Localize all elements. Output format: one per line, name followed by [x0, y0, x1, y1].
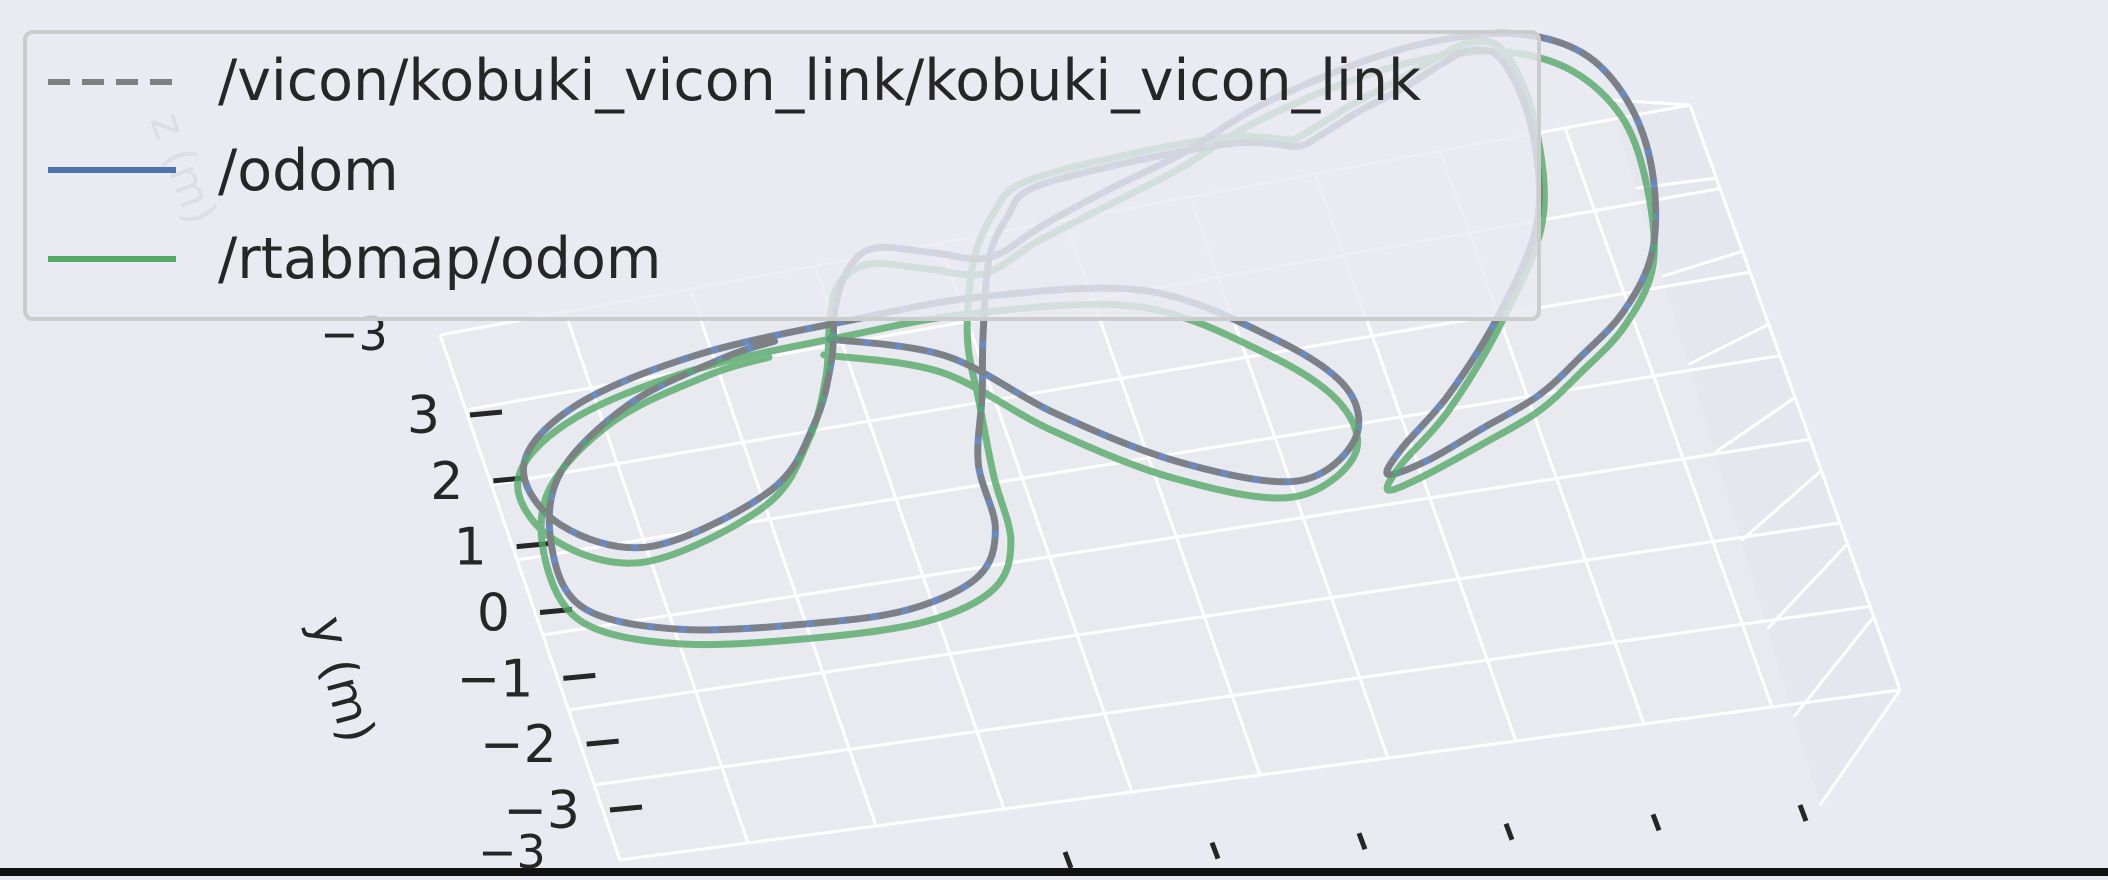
- legend-label-rtabmap: /rtabmap/odom: [218, 226, 661, 292]
- x-tick-mark: [1650, 813, 1662, 832]
- grid-line-z: [1766, 542, 1849, 630]
- grid-line-x: [438, 334, 622, 861]
- series-line-vicon: [520, 30, 1659, 633]
- window-bottom-edge: [0, 868, 2108, 876]
- y-tick-label: 1: [454, 518, 487, 578]
- grid-line-y: [542, 437, 1811, 637]
- grid-line-z: [1688, 323, 1770, 366]
- y-tick-label: −2: [480, 715, 557, 775]
- x-tick-mark: [1797, 804, 1809, 822]
- y-tick-mark: [609, 804, 643, 813]
- x-tick-mark: [1503, 822, 1515, 841]
- x-axis-ticks: [1062, 804, 1809, 869]
- legend-label-vicon: /vicon/kobuki_vicon_link/kobuki_vicon_li…: [218, 48, 1421, 114]
- y-tick-label: 2: [430, 452, 463, 512]
- grid-line-y: [568, 521, 1841, 712]
- grid-line-x: [1563, 127, 1774, 708]
- grid-line-y: [619, 688, 1901, 862]
- y-tick-mark: [563, 672, 596, 681]
- x-tick-mark: [1062, 851, 1074, 869]
- series-line-rtabmap: [514, 37, 1658, 649]
- grid-line-z: [1792, 615, 1875, 718]
- y-tick-label: 0: [477, 584, 510, 644]
- grid-line-y: [594, 604, 1871, 787]
- side-pane: [1610, 100, 1900, 805]
- legend: /vicon/kobuki_vicon_link/kobuki_vicon_li…: [23, 30, 1541, 321]
- legend-label-odom: /odom: [218, 138, 399, 204]
- grid-line-z: [1714, 396, 1796, 454]
- y-tick-label: −3: [503, 781, 580, 841]
- legend-frame: [23, 30, 1541, 321]
- y-tick-mark: [469, 409, 503, 418]
- series-lines: [514, 29, 1660, 649]
- grid-line-x: [563, 311, 750, 844]
- grid-line-z: [1818, 689, 1902, 806]
- grid-line-z: [1740, 469, 1823, 542]
- grid-line-x: [688, 288, 878, 827]
- y-tick-label: −1: [457, 649, 534, 709]
- grid-line-z: [1662, 249, 1743, 278]
- grid-line-x: [938, 242, 1134, 793]
- x-tick-mark: [1209, 841, 1221, 860]
- x-tick-mark: [1356, 832, 1368, 851]
- y-tick-mark: [586, 738, 619, 747]
- y-tick-label: 3: [407, 386, 440, 446]
